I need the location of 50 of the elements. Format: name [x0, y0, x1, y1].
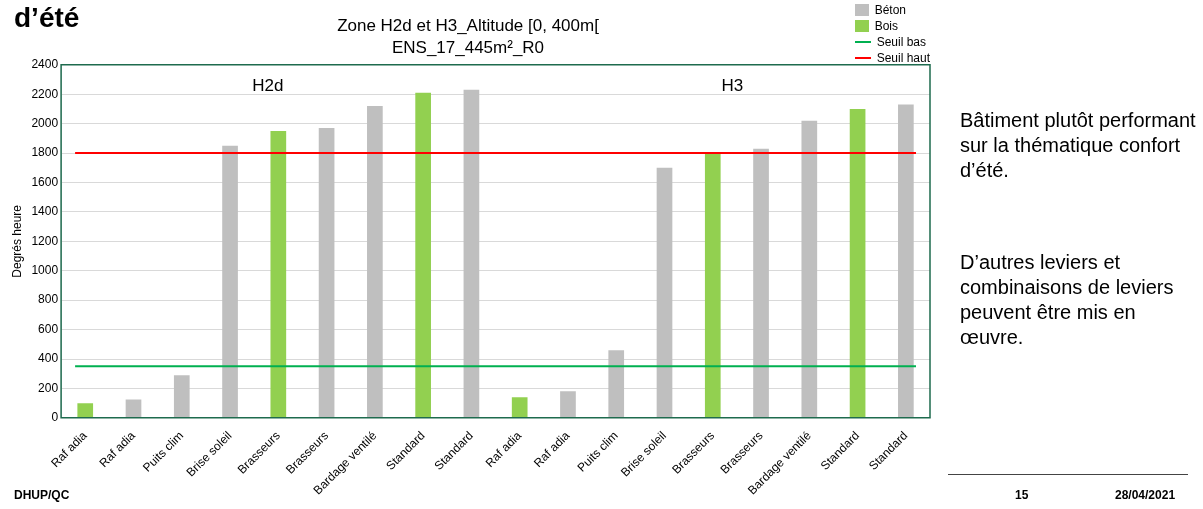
bar	[125, 399, 142, 418]
text: d’été	[14, 1, 80, 35]
x-tick-label: Raf adia	[482, 428, 525, 471]
y-tick-label: 200	[38, 380, 59, 395]
bar	[270, 131, 287, 418]
y-tick-label: 1400	[31, 204, 59, 219]
y-tick-label: 800	[38, 292, 59, 307]
bar	[367, 105, 383, 418]
text: DHUP/QC	[14, 488, 70, 503]
y-tick-label: 400	[38, 351, 59, 366]
bar	[415, 92, 431, 418]
annotation: H2d	[252, 74, 284, 97]
bar	[222, 145, 238, 418]
text: 28/04/2021	[1115, 488, 1176, 503]
bar	[801, 120, 818, 418]
bar	[318, 128, 335, 418]
y-tick-label: 600	[38, 321, 59, 336]
bar	[511, 397, 528, 418]
y-tick-label: 2400	[31, 57, 59, 72]
bar	[704, 153, 721, 418]
chart-title: Zone H2d et H3_Altitude [0, 400m[	[337, 15, 600, 35]
bar	[77, 403, 94, 418]
y-tick-label: 0	[51, 410, 59, 425]
bar	[463, 89, 480, 418]
bar	[560, 391, 576, 418]
x-tick-label: Raf adia	[48, 428, 90, 471]
bar	[608, 350, 625, 418]
legend-label: Bois	[874, 19, 898, 33]
bar	[753, 148, 769, 418]
y-tick-label: 1000	[31, 263, 59, 278]
chart-subtitle: ENS_17_445m²_R0	[391, 38, 545, 58]
bar	[656, 167, 673, 418]
x-tick-label: Raf adia	[530, 428, 573, 471]
y-tick-label: 1600	[31, 174, 59, 189]
text: D’autres leviers et combinaisons de leviers peuvent être mis en œuvre.	[960, 250, 1175, 350]
bar	[173, 375, 190, 418]
bar	[898, 104, 914, 418]
y-tick-label: 2200	[31, 86, 59, 101]
text: Bâtiment plutôt performant sur la thématique confort d’été.	[960, 108, 1197, 183]
legend-label: Seuil bas	[876, 35, 926, 49]
x-tick-label: Raf adia	[96, 428, 139, 471]
text: 15	[1015, 488, 1029, 503]
bar	[849, 108, 866, 418]
y-tick-label: 1200	[31, 233, 59, 248]
legend-label: Seuil haut	[876, 51, 930, 65]
y-tick-label: 1800	[31, 145, 59, 160]
y-tick-label: 2000	[31, 115, 59, 130]
annotation: H3	[721, 74, 744, 97]
legend-label: Béton	[874, 3, 906, 17]
y-axis-title: Degrés heure	[9, 204, 24, 278]
